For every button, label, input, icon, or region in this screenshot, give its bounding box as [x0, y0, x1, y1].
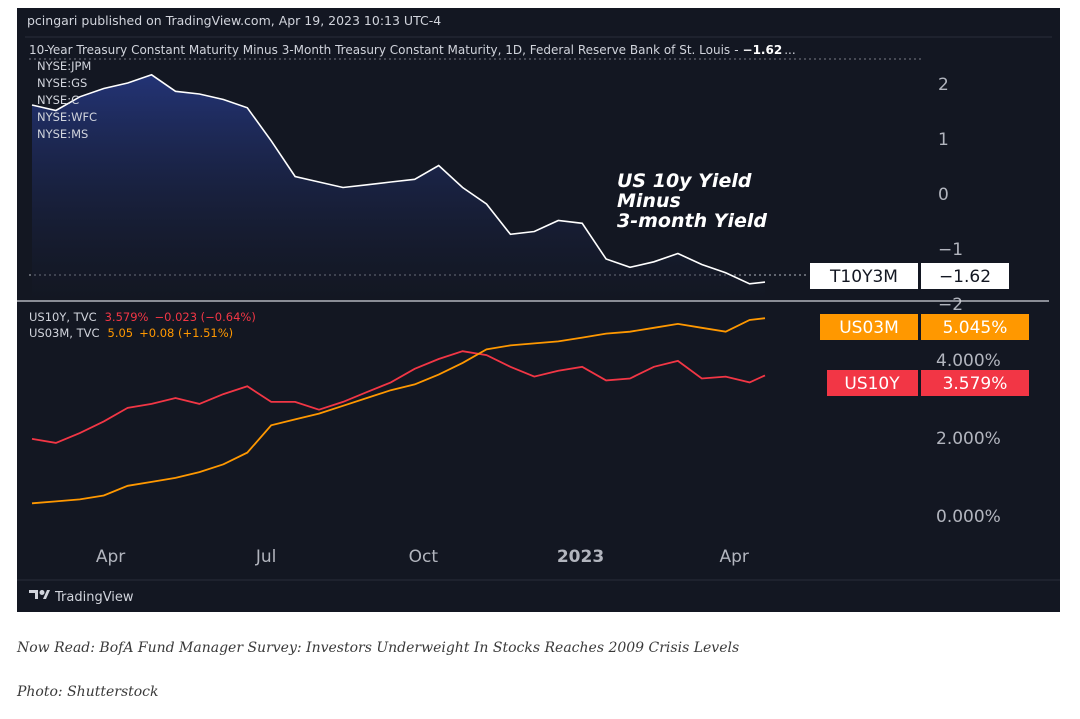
series-line-us03m [31, 317, 766, 505]
upper-pane: 2 1 0 −1 −2 [31, 73, 963, 315]
x-tick-label: Oct [409, 547, 439, 567]
spread-line [31, 73, 766, 285]
price-label-t10y3m-value-bg [921, 263, 1009, 289]
y-tick-lower: 2.000% [936, 429, 1001, 449]
price-label-t10y3m-value: −1.62 [939, 267, 991, 287]
y-tick-upper: −1 [938, 240, 963, 260]
spread-area [32, 74, 765, 300]
price-label-us03m-value-bg [921, 314, 1029, 340]
y-tick-lower: 4.000% [936, 351, 1001, 371]
tv-logo-mark-right [43, 590, 50, 599]
overlay-symbol: NYSE:GS [37, 76, 87, 90]
lower-pane: 4.000% 2.000% 0.000% [31, 317, 1001, 527]
price-label-t10y3m: T10Y3M −1.62 [810, 263, 1009, 289]
legend-us10y: US10Y, TVC 3.579% −0.023 (−0.64%) [29, 310, 256, 324]
chart-svg: pcingari published on TradingView.com, A… [17, 13, 1060, 605]
y-tick-lower: 0.000% [936, 507, 1001, 527]
overlay-symbol: NYSE:C [37, 93, 79, 107]
y-tick-upper: 0 [938, 185, 949, 205]
price-label-t10y3m-symbol-bg [810, 263, 918, 289]
price-label-us10y-symbol-bg [827, 370, 918, 396]
price-label-us03m-symbol: US03M [839, 318, 899, 338]
overlay-symbol: NYSE:MS [37, 127, 88, 141]
overlay-symbol: NYSE:JPM [37, 59, 91, 73]
y-tick-upper: 1 [938, 130, 949, 150]
series-line-us10y [31, 350, 766, 444]
y-tick-upper: 2 [938, 75, 949, 95]
price-label-us10y: US10Y 3.579% [827, 370, 1029, 396]
annotation: US 10y Yield Minus 3-month Yield [617, 170, 767, 232]
price-label-us10y-symbol: US10Y [844, 374, 900, 394]
x-tick-label: 2023 [557, 547, 604, 567]
price-label-us10y-value: 3.579% [943, 374, 1008, 394]
x-tick-label: Jul [255, 547, 277, 567]
overlay-symbols: NYSE:JPM NYSE:GS NYSE:C NYSE:WFC NYSE:MS [37, 59, 97, 141]
annotation-line-2: Minus [617, 190, 681, 212]
publisher-text: pcingari published on TradingView.com, A… [27, 13, 441, 28]
price-label-t10y3m-symbol: T10Y3M [829, 267, 898, 287]
tv-logo-mark-left [29, 590, 38, 599]
photo-credit: Photo: Shutterstock [17, 684, 159, 700]
price-label-us03m-value: 5.045% [943, 318, 1008, 338]
price-label-us03m: US03M 5.045% [820, 314, 1029, 340]
x-axis: Apr Jul Oct 2023 Apr [96, 547, 749, 567]
tv-logo-icon [29, 590, 50, 599]
tradingview-logo: TradingView [29, 590, 134, 605]
price-label-us10y-value-bg [921, 370, 1029, 396]
overlay-symbol: NYSE:WFC [37, 110, 97, 124]
upper-title: 10-Year Treasury Constant Maturity Minus… [29, 43, 796, 57]
now-read-link[interactable]: Now Read: BofA Fund Manager Survey: Inve… [17, 640, 740, 656]
price-label-us03m-symbol-bg [820, 314, 918, 340]
x-tick-label: Apr [96, 547, 125, 567]
annotation-line-1: US 10y Yield [617, 170, 752, 192]
legend-us03m: US03M, TVC 5.05 +0.08 (+1.51%) [29, 326, 233, 340]
annotation-line-3: 3-month Yield [617, 210, 767, 232]
y-tick-upper: −2 [938, 295, 963, 315]
tv-logo-mark-dot [39, 590, 45, 595]
tradingview-brand: TradingView [54, 590, 134, 605]
chart-panel: pcingari published on TradingView.com, A… [17, 8, 1060, 612]
x-tick-label: Apr [719, 547, 748, 567]
